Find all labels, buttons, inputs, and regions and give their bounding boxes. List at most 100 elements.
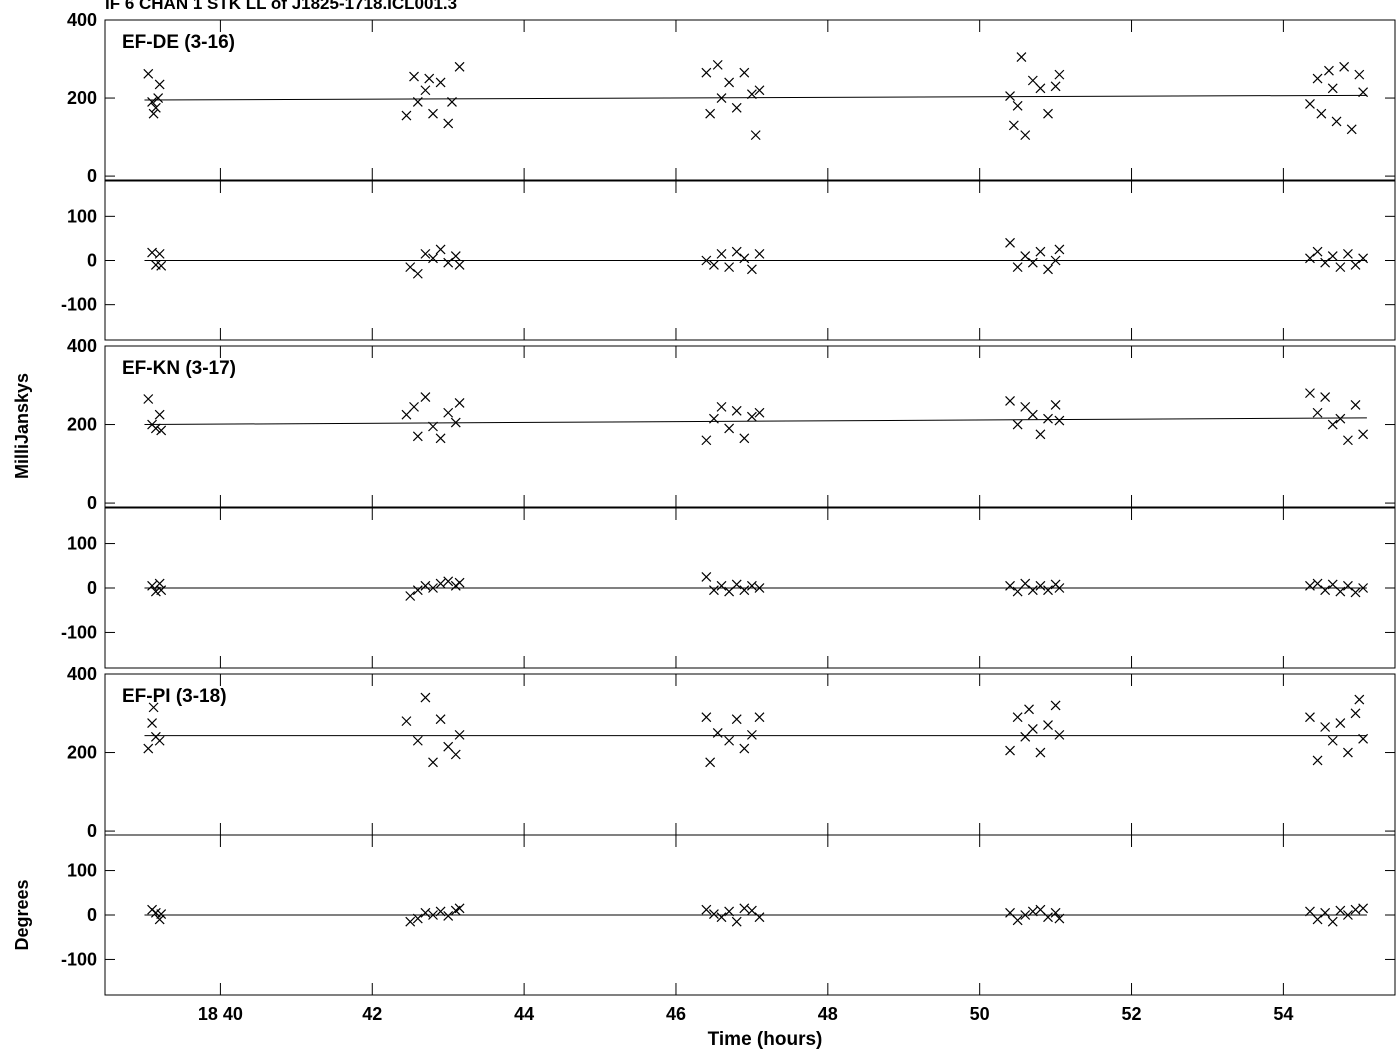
- data-point: [1324, 65, 1334, 76]
- data-point: [739, 585, 750, 596]
- data-point: [1005, 745, 1015, 756]
- data-point: [412, 431, 423, 442]
- data-point: [1050, 907, 1061, 918]
- data-point: [156, 909, 167, 920]
- data-point: [716, 912, 727, 923]
- data-point: [154, 914, 165, 925]
- data-point: [709, 259, 719, 270]
- data-point: [1327, 419, 1338, 430]
- data-point: [147, 97, 157, 107]
- data-point: [420, 392, 431, 402]
- data-point: [1050, 81, 1061, 92]
- data-point: [746, 729, 757, 740]
- data-point: [1312, 755, 1323, 766]
- data-point: [1012, 586, 1023, 597]
- data-point: [1305, 580, 1315, 591]
- data-point: [454, 398, 465, 408]
- data-point: [1027, 724, 1038, 734]
- data-point: [1020, 578, 1031, 589]
- panel-frame: [104, 345, 1396, 508]
- data-point: [1358, 903, 1369, 914]
- data-point: [405, 916, 416, 927]
- data-point: [1331, 116, 1342, 127]
- data-point: [154, 79, 165, 90]
- data-point: [454, 61, 465, 72]
- data-point: [454, 729, 465, 740]
- data-point: [420, 907, 431, 918]
- data-point: [450, 749, 461, 760]
- x-tick-label: 52: [1122, 1004, 1142, 1024]
- data-point: [1335, 718, 1346, 729]
- model-line: [144, 94, 1367, 101]
- data-point: [428, 253, 438, 264]
- data-point: [1035, 429, 1046, 440]
- data-point: [1012, 262, 1023, 273]
- y-tick-label: 400: [67, 336, 97, 356]
- panel-label: EF-PI (3-18): [122, 686, 227, 707]
- data-point: [1020, 401, 1031, 412]
- data-point: [1312, 246, 1323, 257]
- data-point: [701, 904, 712, 915]
- data-point: [1343, 747, 1353, 758]
- data-point: [1054, 913, 1065, 924]
- data-point: [1312, 914, 1323, 925]
- data-point: [754, 712, 765, 723]
- data-point: [1043, 720, 1053, 730]
- data-point: [405, 262, 416, 273]
- data-point: [435, 433, 446, 444]
- data-point: [1054, 69, 1065, 80]
- data-point: [401, 716, 412, 727]
- data-point: [709, 909, 719, 920]
- data-point: [1358, 253, 1369, 264]
- data-point: [147, 718, 157, 729]
- data-point: [1327, 251, 1338, 262]
- x-tick-label: 54: [1273, 1004, 1293, 1024]
- data-point: [1316, 108, 1327, 119]
- data-point: [739, 743, 750, 754]
- x-tick-label: 48: [818, 1004, 838, 1024]
- data-point: [731, 714, 742, 725]
- data-point: [147, 580, 157, 591]
- data-point: [724, 262, 735, 273]
- data-point: [405, 591, 416, 601]
- y-tick-label: -100: [61, 295, 97, 315]
- data-point: [1350, 587, 1361, 598]
- data-point: [716, 248, 727, 259]
- data-point: [1343, 580, 1353, 591]
- y-tick-label: 0: [87, 821, 97, 841]
- data-point: [716, 401, 727, 412]
- data-point: [754, 85, 765, 96]
- data-point: [1320, 392, 1331, 402]
- data-point: [1035, 580, 1046, 591]
- data-point: [1312, 578, 1323, 589]
- data-point: [1035, 83, 1046, 94]
- data-point: [754, 248, 765, 259]
- data-point: [1350, 259, 1361, 270]
- data-point: [1035, 246, 1046, 257]
- data-point: [1012, 419, 1023, 430]
- data-point: [1320, 257, 1331, 268]
- data-point: [1327, 735, 1338, 746]
- y-tick-label: 0: [87, 493, 97, 513]
- data-point: [148, 702, 159, 713]
- data-point: [1005, 580, 1015, 591]
- data-point: [724, 77, 735, 88]
- y-axis-label: Degrees: [12, 879, 32, 950]
- data-point: [701, 712, 712, 723]
- data-point: [443, 257, 454, 268]
- data-point: [420, 248, 431, 259]
- data-point: [705, 108, 716, 119]
- data-point: [412, 268, 423, 279]
- data-point: [435, 714, 446, 725]
- data-point: [443, 118, 454, 129]
- data-point: [428, 757, 438, 768]
- data-point: [1305, 98, 1315, 109]
- data-point: [754, 912, 765, 923]
- data-point: [724, 906, 735, 917]
- data-point: [1043, 912, 1053, 923]
- data-point: [1012, 915, 1023, 926]
- x-tick-label: 44: [514, 1004, 534, 1024]
- data-point: [1335, 262, 1346, 273]
- data-point: [435, 578, 446, 589]
- data-point: [454, 259, 465, 270]
